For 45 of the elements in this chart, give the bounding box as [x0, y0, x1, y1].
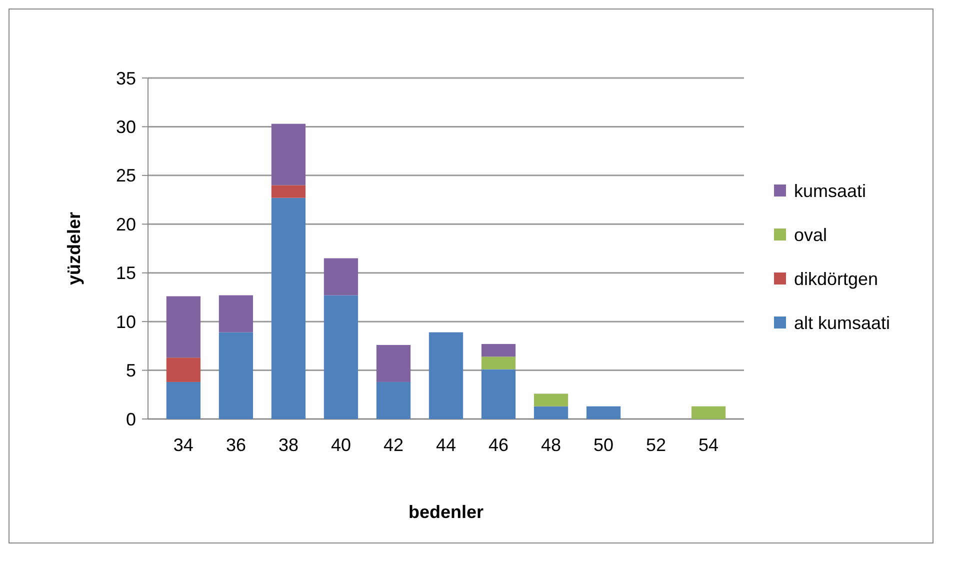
legend-label: dikdörtgen — [794, 268, 878, 289]
y-tick-label: 10 — [116, 312, 136, 332]
y-tick-label: 30 — [116, 117, 136, 138]
x-tick-label: 52 — [646, 435, 666, 455]
legend-label: alt kumsaati — [794, 312, 890, 333]
bar — [324, 258, 358, 296]
bar — [428, 332, 464, 419]
bar — [271, 185, 306, 198]
x-tick-label: 50 — [594, 435, 614, 455]
bar — [324, 295, 358, 419]
bar — [481, 344, 516, 357]
y-tick-label: 0 — [126, 409, 136, 430]
x-tick-label: 46 — [488, 435, 509, 455]
bar — [481, 369, 516, 419]
y-tick-label: 20 — [116, 214, 136, 234]
bar — [166, 358, 201, 382]
bar — [166, 382, 201, 419]
x-tick-label: 38 — [278, 435, 298, 455]
x-tick-label: 48 — [541, 435, 562, 455]
bar — [534, 406, 568, 419]
x-tick-label: 54 — [698, 435, 719, 455]
bar — [218, 295, 254, 332]
bar — [481, 356, 516, 370]
y-axis-title: yüzdeler — [64, 212, 84, 286]
bar — [218, 332, 254, 419]
x-tick-label: 42 — [383, 435, 404, 455]
x-tick-label: 40 — [330, 435, 351, 455]
bar — [376, 382, 411, 419]
bar — [691, 406, 726, 419]
x-tick-label: 36 — [226, 435, 246, 455]
x-axis-title: bedenler — [408, 502, 484, 522]
legend-label: oval — [794, 224, 828, 245]
y-tick-label: 35 — [116, 68, 136, 88]
bar — [166, 296, 201, 358]
bar — [271, 198, 306, 419]
y-tick-label: 15 — [116, 263, 136, 284]
x-tick-label: 44 — [436, 435, 456, 455]
bar — [586, 406, 621, 419]
x-tick-label: 34 — [173, 435, 194, 455]
y-tick-label: 5 — [126, 360, 136, 381]
bar — [271, 124, 306, 186]
legend-label: kumsaati — [794, 180, 866, 201]
bar — [376, 344, 411, 382]
bar — [534, 394, 568, 406]
y-tick-label: 25 — [116, 166, 136, 186]
